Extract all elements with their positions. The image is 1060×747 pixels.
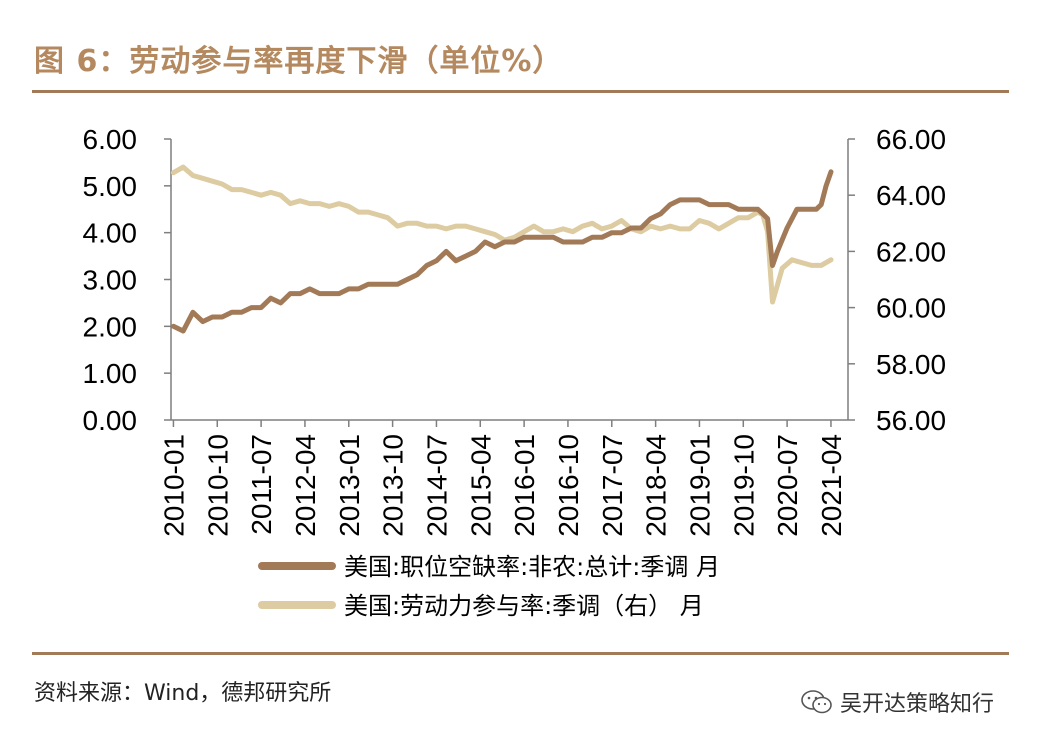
series-line-participation-rate xyxy=(170,164,834,305)
x-tick-label: 2013-10 xyxy=(378,434,409,537)
x-tick-label: 2019-01 xyxy=(684,434,715,537)
right-tick-label: 64.00 xyxy=(876,180,946,211)
x-tick-label: 2011-07 xyxy=(246,434,277,535)
right-tick-label: 58.00 xyxy=(876,349,946,380)
x-tick-label: 2021-04 xyxy=(816,434,847,537)
source-note: 资料来源：Wind，德邦研究所 xyxy=(34,681,332,706)
chart-axes: 0.00 1.00 2.00 3.00 4.00 5.00 6.00 56.00 58.00 60… xyxy=(83,124,947,537)
chart-legend: 美国:职位空缺率:非农:总计:季调 月美国:劳动力参与率:季调（右） 月 xyxy=(258,553,720,620)
x-tick-label: 2012-04 xyxy=(290,434,321,537)
figure-title: 图 6：劳动参与率再度下滑（单位%） xyxy=(34,44,564,79)
x-tick-label: 2017-07 xyxy=(597,434,628,537)
chart-series xyxy=(170,164,834,334)
right-tick-label: 60.00 xyxy=(876,293,946,324)
left-tick-label: 0.00 xyxy=(83,405,138,436)
legend-label: 美国:劳动力参与率:季调（右） 月 xyxy=(344,592,704,620)
x-tick-label: 2010-10 xyxy=(202,434,233,537)
legend-label: 美国:职位空缺率:非农:总计:季调 月 xyxy=(344,553,720,581)
x-tick-label: 2015-04 xyxy=(465,434,496,537)
x-tick-label: 2018-04 xyxy=(641,434,672,537)
x-tick-label: 2014-07 xyxy=(421,434,452,537)
wechat-icon xyxy=(801,690,832,714)
left-tick-label: 1.00 xyxy=(83,358,138,389)
watermark: 吴开达策略知行 xyxy=(800,686,994,718)
x-tick-label: 2010-01 xyxy=(158,434,189,537)
title-divider xyxy=(32,90,1009,93)
watermark-text: 吴开达策略知行 xyxy=(840,692,995,717)
left-tick-label: 2.00 xyxy=(83,311,138,342)
left-tick-label: 6.00 xyxy=(83,124,138,155)
left-tick-label: 5.00 xyxy=(83,171,138,202)
x-tick-label: 2016-01 xyxy=(509,434,540,537)
right-tick-label: 56.00 xyxy=(876,405,946,436)
x-tick-label: 2013-01 xyxy=(334,434,365,537)
series-line-vacancy-rate xyxy=(170,169,834,334)
x-tick-label: 2019-10 xyxy=(728,434,759,537)
x-tick-label: 2016-10 xyxy=(553,434,584,537)
left-tick-label: 3.00 xyxy=(83,265,138,296)
right-tick-label: 66.00 xyxy=(876,124,946,155)
right-tick-label: 62.00 xyxy=(876,236,946,267)
left-tick-label: 4.00 xyxy=(83,218,138,249)
x-tick-label: 2020-07 xyxy=(772,434,803,537)
footer-divider xyxy=(32,652,1009,655)
